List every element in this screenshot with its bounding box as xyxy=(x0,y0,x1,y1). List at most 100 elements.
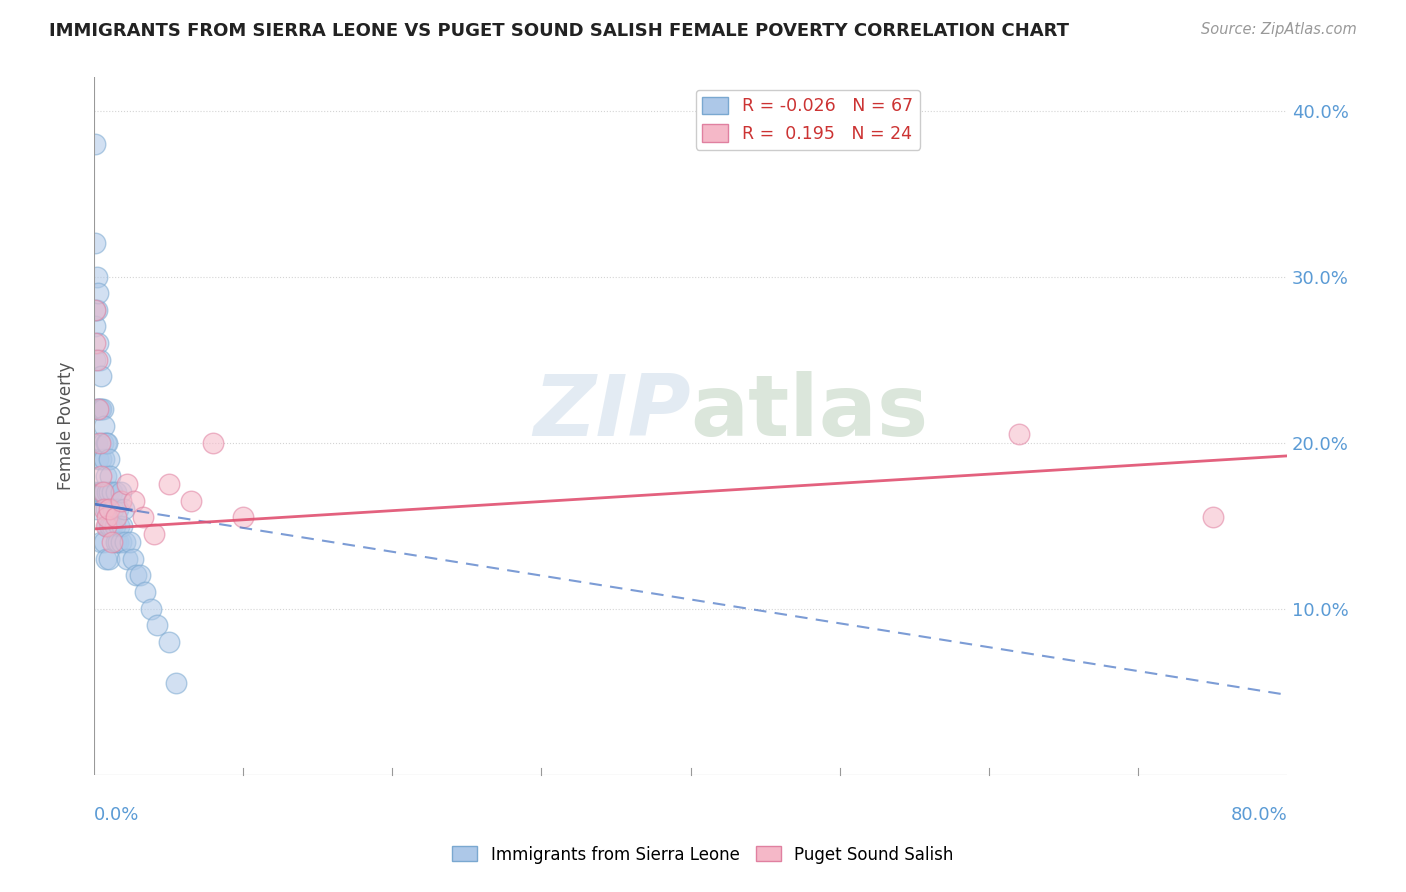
Y-axis label: Female Poverty: Female Poverty xyxy=(58,362,75,491)
Point xyxy=(84,302,107,317)
Point xyxy=(103,502,125,516)
Point xyxy=(84,302,107,317)
Point xyxy=(84,336,107,351)
Point xyxy=(125,568,148,582)
Point xyxy=(89,352,111,367)
Point xyxy=(202,435,225,450)
Point xyxy=(90,369,112,384)
Point xyxy=(96,435,118,450)
Point xyxy=(90,452,112,467)
Point xyxy=(115,477,138,491)
Point xyxy=(115,551,138,566)
Point xyxy=(89,485,111,500)
Point xyxy=(121,551,143,566)
Text: IMMIGRANTS FROM SIERRA LEONE VS PUGET SOUND SALISH FEMALE POVERTY CORRELATION CH: IMMIGRANTS FROM SIERRA LEONE VS PUGET SO… xyxy=(49,22,1069,40)
Point xyxy=(110,493,132,508)
Point xyxy=(84,236,107,251)
Point xyxy=(165,676,187,690)
Point xyxy=(134,585,156,599)
Point xyxy=(97,452,120,467)
Point xyxy=(91,485,114,500)
Legend: Immigrants from Sierra Leone, Puget Sound Salish: Immigrants from Sierra Leone, Puget Soun… xyxy=(446,839,960,871)
Point xyxy=(98,468,121,483)
Point xyxy=(86,352,108,367)
Point xyxy=(93,535,115,549)
Point xyxy=(145,618,167,632)
Point xyxy=(139,601,162,615)
Point xyxy=(91,402,114,417)
Text: 0.0%: 0.0% xyxy=(94,806,139,824)
Point xyxy=(93,485,115,500)
Point xyxy=(1201,510,1223,524)
Point xyxy=(94,435,117,450)
Point xyxy=(84,485,107,500)
Point xyxy=(86,502,108,516)
Point xyxy=(96,485,118,500)
Point xyxy=(107,535,129,549)
Point xyxy=(108,518,131,533)
Point xyxy=(87,402,110,417)
Point xyxy=(101,535,124,549)
Point xyxy=(86,435,108,450)
Point xyxy=(122,493,145,508)
Point xyxy=(94,551,117,566)
Point xyxy=(93,502,115,516)
Point xyxy=(89,435,111,450)
Point xyxy=(111,518,134,533)
Point xyxy=(84,136,107,151)
Point xyxy=(180,493,202,508)
Point xyxy=(114,535,136,549)
Point xyxy=(89,402,111,417)
Point xyxy=(96,510,118,524)
Point xyxy=(142,527,165,541)
Point xyxy=(90,468,112,483)
Point xyxy=(86,402,108,417)
Point xyxy=(1007,427,1029,442)
Point xyxy=(118,535,141,549)
Point xyxy=(96,518,118,533)
Point xyxy=(84,352,107,367)
Point xyxy=(112,502,135,516)
Point xyxy=(94,468,117,483)
Point xyxy=(107,502,129,516)
Point xyxy=(87,336,110,351)
Text: atlas: atlas xyxy=(690,370,929,453)
Point xyxy=(91,485,114,500)
Point xyxy=(232,510,254,524)
Point xyxy=(157,477,180,491)
Point xyxy=(90,535,112,549)
Point xyxy=(98,518,121,533)
Point xyxy=(94,502,117,516)
Text: ZIP: ZIP xyxy=(533,370,690,453)
Point xyxy=(90,485,112,500)
Point xyxy=(101,518,124,533)
Point xyxy=(129,568,152,582)
Point xyxy=(97,518,120,533)
Point xyxy=(105,485,128,500)
Point xyxy=(157,634,180,648)
Point xyxy=(93,452,115,467)
Point xyxy=(94,518,117,533)
Point xyxy=(110,485,132,500)
Point xyxy=(90,402,112,417)
Point xyxy=(97,551,120,566)
Point xyxy=(101,485,124,500)
Point xyxy=(87,286,110,301)
Point xyxy=(105,510,128,524)
Point xyxy=(87,452,110,467)
Point xyxy=(87,402,110,417)
Point xyxy=(97,485,120,500)
Point xyxy=(132,510,155,524)
Text: 80.0%: 80.0% xyxy=(1230,806,1286,824)
Text: Source: ZipAtlas.com: Source: ZipAtlas.com xyxy=(1201,22,1357,37)
Point xyxy=(93,419,115,434)
Point xyxy=(104,518,127,533)
Legend: R = -0.026   N = 67, R =  0.195   N = 24: R = -0.026 N = 67, R = 0.195 N = 24 xyxy=(696,89,921,150)
Point xyxy=(110,535,132,549)
Point xyxy=(91,435,114,450)
Point xyxy=(86,302,108,317)
Point xyxy=(86,269,108,284)
Point xyxy=(84,319,107,334)
Point xyxy=(97,502,120,516)
Point xyxy=(105,535,128,549)
